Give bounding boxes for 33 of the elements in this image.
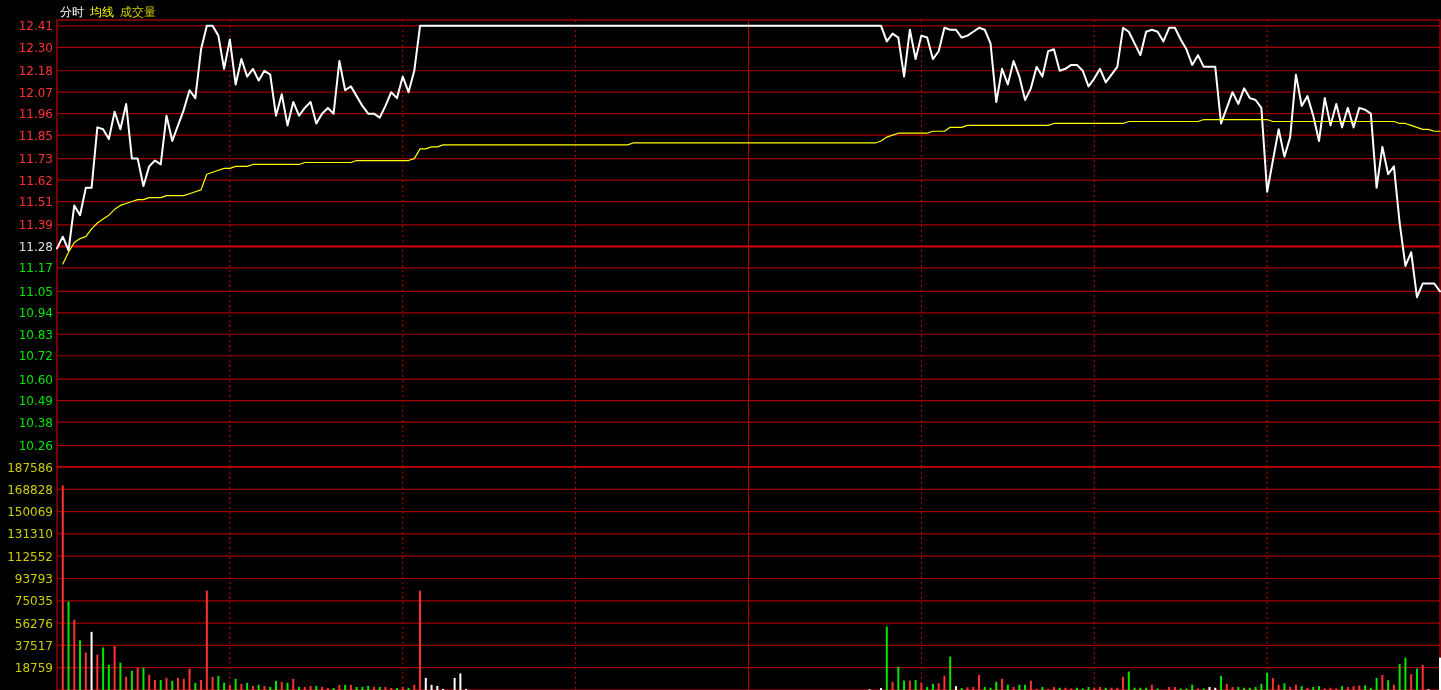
y-tick-label: 12.07 bbox=[18, 85, 53, 100]
y-tick-label: 10.38 bbox=[18, 415, 53, 430]
y-tick-label: 18759 bbox=[14, 661, 53, 676]
text: 分时 bbox=[60, 5, 84, 19]
y-tick-label: 150069 bbox=[7, 505, 53, 520]
y-tick-label: 11.17 bbox=[18, 261, 53, 276]
y-tick-label: 75035 bbox=[14, 594, 53, 609]
y-tick-label: 11.28 bbox=[18, 239, 53, 254]
text: 均线 bbox=[89, 5, 114, 19]
y-tick-label: 10.94 bbox=[18, 306, 53, 321]
y-tick-label: 56276 bbox=[14, 616, 53, 631]
y-tick-label: 168828 bbox=[7, 482, 53, 497]
y-tick-label: 37517 bbox=[14, 638, 53, 653]
y-tick-label: 93793 bbox=[14, 572, 53, 586]
text: 成交量 bbox=[120, 5, 156, 19]
y-tick-label: 11.85 bbox=[18, 128, 53, 143]
y-tick-label: 12.30 bbox=[18, 40, 53, 55]
y-tick-label: 11.96 bbox=[18, 107, 53, 122]
y-tick-label: 10.72 bbox=[18, 349, 53, 364]
y-tick-label: 11.73 bbox=[18, 152, 53, 167]
y-tick-label: 112552 bbox=[7, 549, 53, 564]
y-tick-label: 187586 bbox=[7, 460, 53, 475]
y-tick-label: 10.60 bbox=[18, 372, 53, 387]
y-tick-label: 10.49 bbox=[18, 394, 53, 409]
y-tick-label: 10.83 bbox=[18, 327, 53, 342]
y-tick-label: 11.51 bbox=[18, 195, 53, 210]
y-tick-label: 11.39 bbox=[18, 218, 53, 233]
y-tick-label: 12.41 bbox=[18, 19, 53, 34]
y-tick-label: 11.62 bbox=[18, 173, 53, 188]
y-tick-label: 11.05 bbox=[18, 284, 53, 299]
y-tick-label: 10.26 bbox=[18, 439, 53, 454]
y-tick-label: 12.18 bbox=[18, 64, 53, 79]
y-tick-label: 131310 bbox=[7, 527, 53, 542]
